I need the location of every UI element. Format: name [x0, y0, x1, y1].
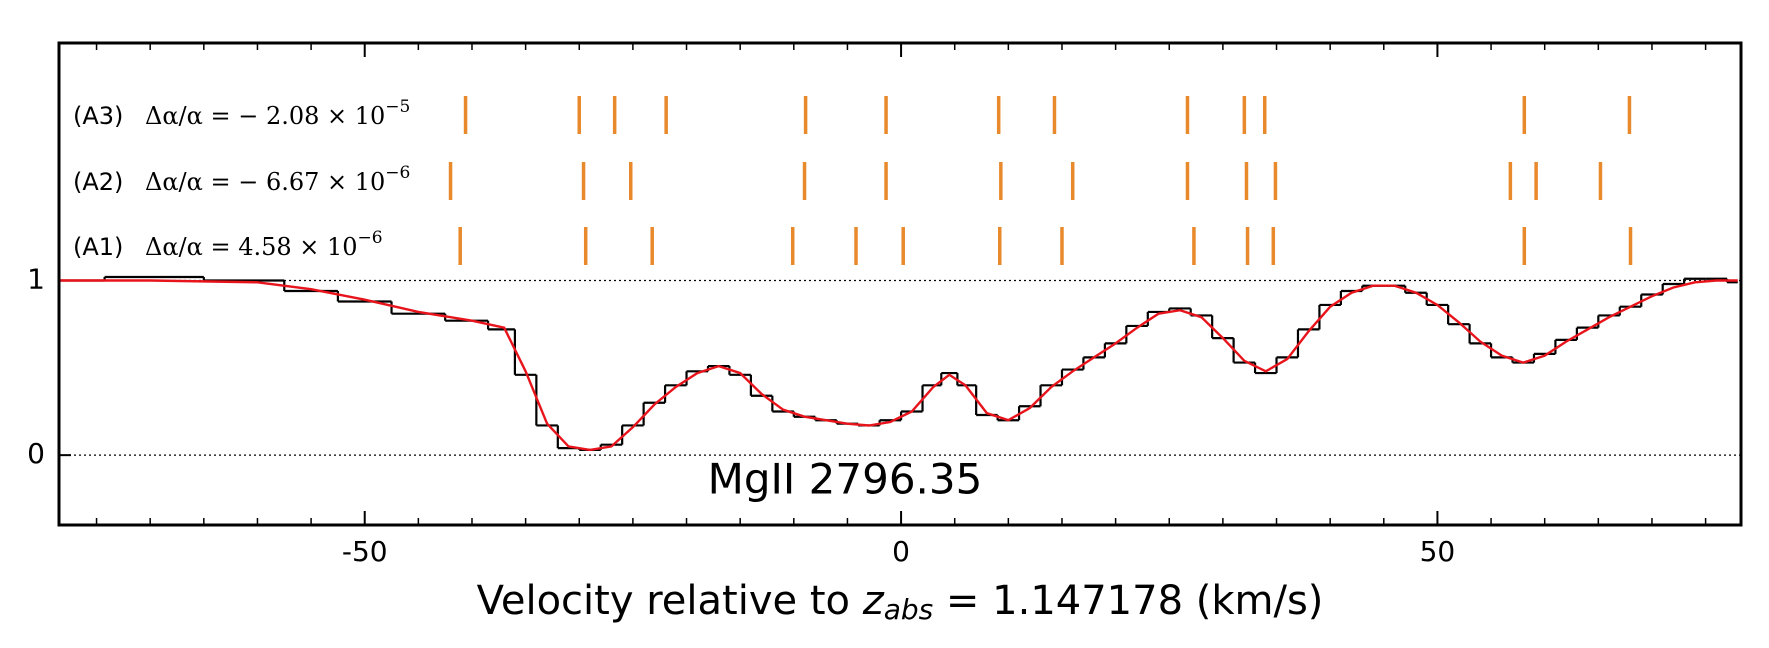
x-label-var: z — [862, 578, 885, 624]
component-text: Δα/α = − 2.08 × 10−5 — [145, 97, 410, 130]
x-tick-label: 50 — [1420, 535, 1456, 568]
y-tick-label: 0 — [27, 437, 45, 470]
component-value: Δα/α = − 6.67 × 10 — [145, 168, 385, 196]
x-label-prefix: Velocity relative to — [477, 578, 863, 624]
component-value: Δα/α = − 2.08 × 10 — [145, 102, 385, 130]
annotation: MgII 2796.35 — [708, 455, 983, 504]
component-exponent: −6 — [358, 228, 383, 248]
plot-frame — [57, 41, 1743, 527]
component-value: Δα/α = 4.58 × 10 — [145, 233, 358, 261]
component-label: (A1) — [73, 233, 123, 261]
x-label-suffix: = 1.147178 (km/s) — [933, 578, 1323, 624]
component-exponent: −5 — [385, 97, 410, 117]
y-tick-label: 1 — [27, 263, 45, 296]
x-tick-label: -50 — [342, 535, 388, 568]
component-label: (A3) — [73, 102, 123, 130]
model-line — [59, 279, 1738, 452]
component-label: (A2) — [73, 168, 123, 196]
x-axis-label: Velocity relative to zabs = 1.147178 (km… — [477, 578, 1324, 626]
component-exponent: −6 — [385, 163, 410, 183]
component-text: Δα/α = − 6.67 × 10−6 — [145, 163, 410, 196]
x-tick-label: 0 — [892, 535, 910, 568]
x-label-sub: abs — [884, 593, 934, 626]
component-text: Δα/α = 4.58 × 10−6 — [145, 228, 383, 261]
